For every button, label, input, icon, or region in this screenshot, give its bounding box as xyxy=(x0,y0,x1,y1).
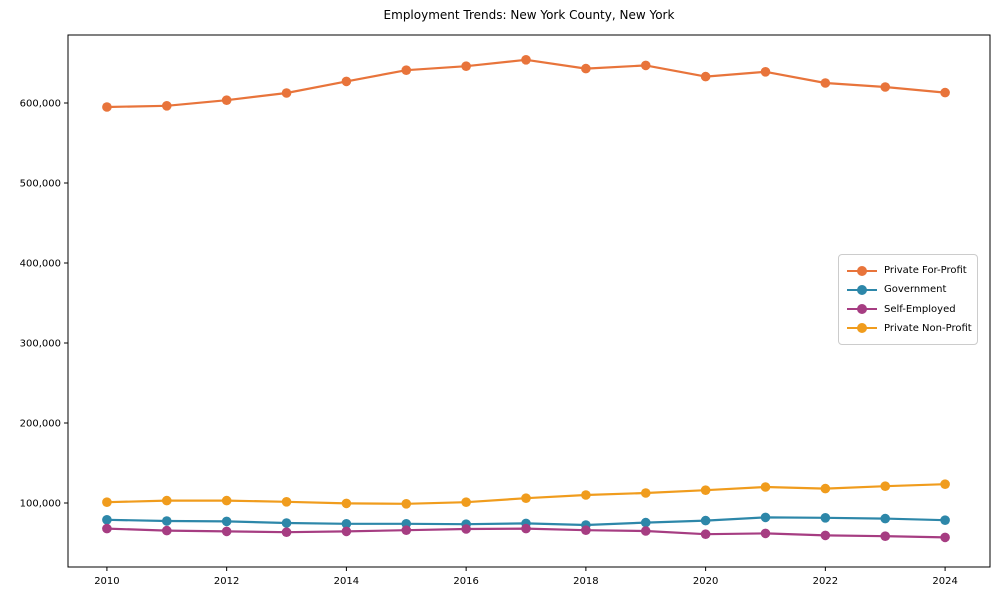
data-point-self-employed xyxy=(461,524,471,534)
legend-item-self-employed: Self-Employed xyxy=(847,300,969,319)
data-point-self-employed xyxy=(700,529,711,539)
data-point-private-for-profit xyxy=(161,101,172,111)
legend-label: Self-Employed xyxy=(884,303,956,315)
x-tick-label: 2018 xyxy=(573,576,598,587)
legend-label: Private Non-Profit xyxy=(884,322,972,334)
x-tick-label: 2010 xyxy=(94,576,119,587)
data-point-private-for-profit xyxy=(760,67,771,77)
legend-item-private-non-profit: Private Non-Profit xyxy=(847,319,972,338)
data-point-government xyxy=(880,513,891,524)
data-point-private-for-profit xyxy=(700,71,711,82)
data-point-private-non-profit xyxy=(940,479,950,490)
legend-dot-icon xyxy=(857,284,867,295)
data-point-private-for-profit xyxy=(221,95,232,105)
data-point-government xyxy=(760,512,771,523)
data-point-private-non-profit xyxy=(461,497,471,508)
data-point-private-for-profit xyxy=(880,82,891,92)
data-point-private-for-profit xyxy=(581,63,591,74)
data-point-private-for-profit xyxy=(820,78,831,88)
data-point-self-employed xyxy=(221,526,232,537)
data-point-government xyxy=(700,515,711,526)
data-point-private-for-profit xyxy=(640,60,651,71)
data-point-private-non-profit xyxy=(760,482,771,492)
x-tick-label: 2020 xyxy=(693,576,718,587)
data-point-self-employed xyxy=(102,523,112,534)
data-point-self-employed xyxy=(820,530,831,541)
legend-label: Government xyxy=(884,284,947,296)
legend-marker-private-non-profit xyxy=(847,323,877,334)
data-point-self-employed xyxy=(161,525,172,536)
data-point-self-employed xyxy=(880,531,891,541)
legend-label: Private For-Profit xyxy=(884,265,967,277)
data-point-private-non-profit xyxy=(880,481,891,492)
data-point-government xyxy=(221,516,232,527)
y-tick-label: 300,000 xyxy=(20,339,61,350)
legend-item-private-for-profit: Private For-Profit xyxy=(847,261,969,280)
x-tick-label: 2022 xyxy=(813,576,838,587)
data-point-private-for-profit xyxy=(341,76,352,87)
data-point-private-non-profit xyxy=(521,493,531,504)
chart-title: Employment Trends: New York County, New … xyxy=(383,8,675,22)
data-point-government xyxy=(281,518,292,528)
x-tick-label: 2024 xyxy=(932,576,957,587)
x-tick-label: 2016 xyxy=(453,576,478,587)
data-point-private-for-profit xyxy=(102,102,112,112)
y-tick-label: 400,000 xyxy=(20,259,61,270)
data-point-private-for-profit xyxy=(940,87,950,98)
legend-dot-icon xyxy=(857,304,867,315)
data-point-government xyxy=(940,515,950,525)
plot-background xyxy=(68,35,990,567)
legend-item-government: Government xyxy=(847,280,969,299)
data-point-private-non-profit xyxy=(341,498,352,509)
data-point-private-non-profit xyxy=(640,488,651,498)
x-tick-label: 2014 xyxy=(334,576,359,587)
data-point-private-non-profit xyxy=(161,495,172,506)
data-point-private-non-profit xyxy=(820,483,831,494)
legend: Private For-Profit Government Self-Employe… xyxy=(838,254,978,345)
axes-frame xyxy=(67,34,991,568)
x-tick-label: 2012 xyxy=(214,576,239,587)
data-point-private-for-profit xyxy=(521,55,531,65)
data-point-private-non-profit xyxy=(221,495,232,506)
data-point-private-non-profit xyxy=(401,499,412,509)
data-point-private-non-profit xyxy=(102,497,112,508)
data-point-self-employed xyxy=(760,528,771,539)
y-tick-label: 500,000 xyxy=(20,179,61,190)
data-point-private-for-profit xyxy=(281,88,292,98)
data-point-private-for-profit xyxy=(461,61,471,71)
legend-marker-private-for-profit xyxy=(847,265,877,276)
data-point-private-non-profit xyxy=(700,485,711,496)
data-point-government xyxy=(102,515,112,525)
data-point-self-employed xyxy=(341,526,352,537)
data-point-private-non-profit xyxy=(581,490,591,500)
legend-marker-government xyxy=(847,284,877,295)
data-point-self-employed xyxy=(940,532,950,543)
data-point-self-employed xyxy=(401,525,412,535)
data-point-government xyxy=(820,513,831,523)
data-point-self-employed xyxy=(640,526,651,536)
y-tick-label: 200,000 xyxy=(20,419,61,430)
legend-dot-icon xyxy=(857,323,867,334)
y-tick-label: 100,000 xyxy=(20,499,61,510)
data-point-private-non-profit xyxy=(281,497,292,507)
data-point-self-employed xyxy=(281,527,292,537)
data-point-government xyxy=(640,517,651,528)
legend-dot-icon xyxy=(857,265,867,276)
data-point-government xyxy=(341,519,352,529)
data-point-government xyxy=(161,516,172,526)
data-point-self-employed xyxy=(581,525,591,535)
legend-marker-self-employed xyxy=(847,304,877,315)
data-point-self-employed xyxy=(521,523,531,534)
data-point-private-for-profit xyxy=(401,65,412,75)
y-tick-label: 600,000 xyxy=(20,99,61,110)
